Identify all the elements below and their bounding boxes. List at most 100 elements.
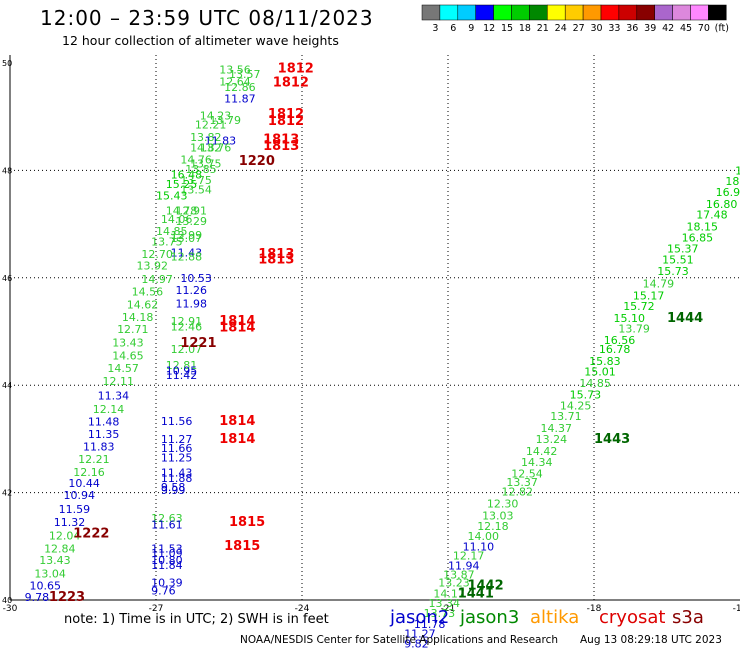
wave-height-label: 11.59	[59, 503, 91, 516]
wave-height-label: 16.48	[171, 168, 203, 181]
time-label: 1813	[263, 133, 299, 148]
wave-height-label: 11.78	[414, 618, 446, 631]
wave-height-label: 15.37	[667, 243, 699, 256]
wave-height-label: 13.56	[219, 64, 251, 77]
wave-height-label: 12.30	[487, 498, 519, 511]
wave-height-label: 13.79	[210, 114, 242, 127]
wave-height-label: 12.99	[171, 229, 203, 242]
wave-height-label: 13.73	[424, 607, 456, 620]
x-tick-label: -15	[733, 604, 740, 614]
legend-s3a: s3a	[672, 607, 704, 628]
colorbar-label: 70	[698, 23, 710, 34]
time-label: 1223	[49, 590, 85, 605]
series-track-b: 1917.917.0918.5616.9516.8017.4818.1516.8…	[404, 165, 740, 650]
x-tick-label: -18	[587, 604, 602, 614]
wave-height-label: 14.85	[579, 377, 611, 390]
wave-height-label: 16.80	[706, 198, 738, 211]
wave-height-label: 14.17	[433, 587, 465, 600]
wave-height-label: 12.07	[171, 343, 203, 356]
wave-height-label: 13.54	[180, 183, 212, 196]
wave-height-label: 14.97	[141, 273, 173, 286]
wave-height-label: 12.16	[73, 466, 105, 479]
chart-subtitle: 12 hour collection of altimeter wave hei…	[62, 33, 339, 48]
wave-height-label: 11.43	[161, 466, 193, 479]
wave-height-label: 15.73	[657, 265, 689, 278]
time-label: 1812	[273, 76, 309, 91]
time-label: 1814	[219, 314, 255, 329]
legend-altika: altika	[530, 607, 580, 628]
wave-height-label: 12.86	[224, 81, 256, 94]
y-tick-label: 40	[2, 596, 12, 605]
time-label: 1815	[224, 539, 260, 554]
wave-height-label: 14.85	[156, 225, 188, 238]
colorbar-label: 9	[468, 23, 474, 34]
wave-height-label: 12.81	[166, 359, 198, 372]
wave-height-label: 11.48	[88, 415, 120, 428]
timestamp-text: Aug 13 08:29:18 UTC 2023	[580, 634, 722, 646]
colorbar-label: 12	[483, 23, 495, 34]
x-tick-label: -21	[441, 604, 456, 614]
time-label: 1442	[467, 578, 503, 593]
wave-height-label: 16.95	[716, 186, 740, 199]
wave-height-label: 13.29	[175, 215, 207, 228]
wave-height-label: 13.71	[550, 410, 582, 423]
wave-height-label: 12.88	[171, 251, 203, 264]
wave-height-label: 11.83	[205, 135, 237, 148]
wave-height-label: 13.07	[171, 232, 203, 245]
wave-height-label: 11.09	[151, 547, 183, 560]
x-tick-label: -27	[149, 604, 164, 614]
wave-height-label: 10.94	[64, 489, 96, 502]
wave-height-label: 15.01	[584, 366, 616, 379]
wave-height-label: 12.84	[44, 543, 76, 556]
wave-height-label: 11.98	[175, 297, 207, 310]
wave-height-label: 15.51	[662, 253, 694, 266]
colorbar-label: 27	[573, 23, 585, 34]
y-tick-label: 42	[2, 489, 12, 498]
wave-height-label: 14.79	[643, 277, 675, 290]
wave-height-label: 11.87	[224, 93, 256, 106]
wave-height-label: 17.09	[735, 165, 740, 178]
wave-height-label: 14.00	[467, 530, 499, 543]
time-label: 1814	[219, 321, 255, 336]
wave-height-label: 11.26	[175, 284, 207, 297]
y-tick-label: 48	[2, 166, 12, 175]
wave-height-label: 14.42	[526, 445, 558, 458]
wave-height-label: 14.62	[127, 298, 159, 311]
wave-height-label: 15.72	[623, 300, 655, 313]
series-time-labels: 1812181218121812181318131220181318131814…	[49, 62, 703, 605]
wave-height-label: 15.10	[613, 312, 645, 325]
time-label: 1812	[268, 107, 304, 122]
wave-height-label: 12.18	[477, 520, 509, 533]
wave-height-label: 12.54	[511, 468, 543, 481]
wave-height-label: 11.43	[171, 246, 203, 259]
y-tick-label: 50	[2, 59, 12, 68]
wave-height-label: 14.34	[521, 456, 553, 469]
grid	[10, 55, 740, 600]
time-label: 1441	[458, 586, 494, 601]
wave-height-label: 11.35	[88, 428, 120, 441]
wave-height-label: 12.04	[49, 529, 81, 542]
wave-height-label: 15.25	[166, 178, 198, 191]
colorbar-label: 15	[501, 23, 513, 34]
wave-height-label: 10.39	[151, 577, 183, 590]
colorbar-label: 33	[608, 23, 620, 34]
wave-height-label: 12.11	[102, 375, 134, 388]
wave-height-label: 11.25	[161, 451, 193, 464]
wave-height-label: 14.37	[540, 422, 572, 435]
legend-jason2: jason2	[390, 607, 450, 628]
wave-height-label: 10.65	[29, 579, 61, 592]
wave-height-label: 11.32	[54, 516, 86, 529]
time-label: 1812	[278, 62, 314, 77]
wave-height-label: 11.42	[166, 369, 198, 382]
wave-height-label: 12.17	[453, 550, 485, 563]
time-label: 1814	[219, 414, 255, 429]
colorbar-swatch	[708, 4, 727, 21]
wave-height-label: 13.79	[618, 323, 650, 336]
wave-height-label: 14.25	[560, 399, 592, 412]
legend-cryosat: cryosat	[599, 607, 666, 628]
wave-height-label: 13.75	[151, 236, 183, 249]
wave-height-label: 13.87	[443, 569, 475, 582]
wave-height-label: 11.61	[151, 519, 183, 532]
wave-height-label: 13.57	[229, 68, 261, 81]
colorbar-label: 45	[680, 23, 692, 34]
